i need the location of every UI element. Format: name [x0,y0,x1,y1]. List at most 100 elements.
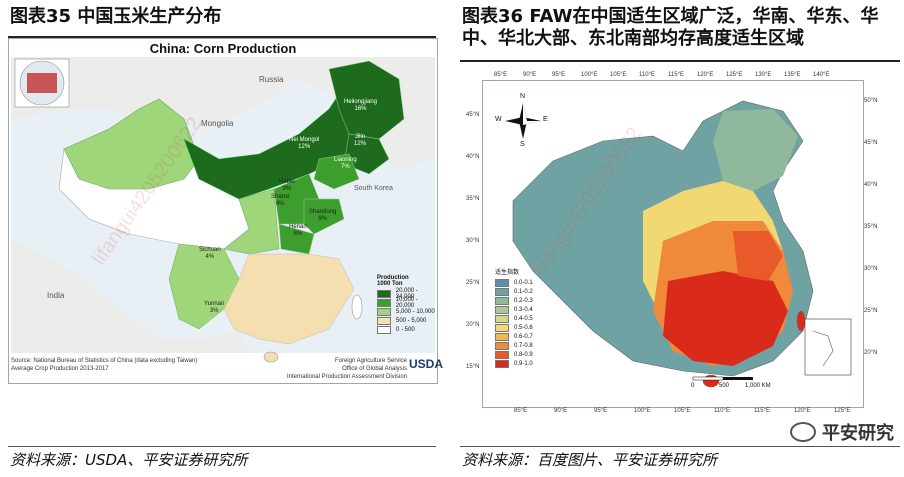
axis-tick-label: 45°N [864,140,878,146]
axis-tick-label: 30°N [864,266,878,272]
neighbor-land-north [11,57,435,169]
axis-tick-label: 130°E [755,72,772,78]
corn-chart-title: China: Corn Production [149,41,297,56]
corn-map-svg [11,57,435,363]
legend-item: 0.9-1.0 [495,359,533,368]
source-36: 资料来源：百度图片、平安证券研究所 [462,451,718,469]
legend-item: 5,000 - 10,000 [377,307,437,316]
legend-item: 0 - 500 [377,325,437,334]
faw-map-frame: N S E W 适生指数 0.0-0.1 0.1-0.2 0.2-0.3 0.3-0.… [482,80,864,408]
axis-tick-label: 125°E [834,408,851,414]
province-label: Shandong 9% [309,209,337,222]
legend-item: 0.4-0.5 [495,314,533,323]
footnote-average: Average Crop Production 2013-2017 [11,366,109,372]
axis-tick-label: 105°E [674,408,691,414]
axis-tick-label: 15°N [466,364,480,370]
scale-label: 0 [691,383,695,389]
compass-icon [505,103,541,139]
legend-item: 0.7-0.8 [495,341,533,350]
region-shandong [303,198,345,235]
region-liaoning [313,153,360,190]
axis-tick-label: 95°E [552,72,566,78]
axis-tick-label: 110°E [639,72,655,78]
neighbor-land-south [11,239,249,353]
legend-item: 0.2-0.3 [495,296,533,305]
axis-tick-label: 35°N [466,196,480,202]
axis-tick-label: 90°E [554,408,568,414]
label-south-korea: South Korea [354,185,393,192]
taiwan [796,310,806,332]
source-rule [8,446,436,447]
compass-w: W [495,116,502,123]
axis-tick-label: 85°E [494,72,508,78]
province-label: Heilongjiang 16% [344,99,378,112]
province-label: Yunnan 3% [204,301,225,314]
faw-legend-title: 适生指数 [495,270,520,276]
south-sea-inset [804,318,852,376]
axis-tick-label: 30°N [466,238,480,244]
axis-tick-label: 110°E [714,408,730,414]
axis-tick-label: 20°N [466,322,480,328]
figure-36-title: 图表36 FAW在中国适生区域广泛，华南、华东、华中、华北大部、东北南部均存高度… [462,6,879,49]
legend-item: 0.6-0.7 [495,332,533,341]
legend-item: 0.3-0.4 [495,305,533,314]
source-rule [460,446,900,447]
compass-n: N [520,93,526,100]
legend-item: 0.8-0.9 [495,350,533,359]
axis-tick-label: 125°E [726,72,743,78]
axis-tick-label: 40°N [864,182,878,188]
axis-tick-label: 35°N [864,224,878,230]
axis-tick-label: 100°E [634,408,651,414]
zone-east [733,231,783,281]
province-label: Nei Mongol 12% [289,137,320,150]
legend-item: 0.5-0.6 [495,323,533,332]
taiwan [351,294,363,320]
agency-line-1: Foreign Agriculture Service [334,358,407,364]
province-label: Sichuan 4% [199,247,221,260]
axis-tick-label: 45°N [466,112,480,118]
inset-china [27,73,57,93]
axis-tick-label: 105°E [610,72,627,78]
axis-tick-label: 50°N [864,98,878,104]
scale-label: 1,000 KM [745,383,771,389]
axis-tick-label: 115°E [754,408,770,414]
faw-map-svg [483,81,863,407]
legend-item: 500 - 5,000 [377,316,437,325]
compass-e: E [543,116,548,123]
axis-tick-label: 90°E [523,72,537,78]
agency-block: Foreign Agriculture Service Office of Gl… [267,357,407,381]
wechat-label: 平安研究 [822,423,894,443]
source-35: 资料来源：USDA、平安证券研究所 [10,451,248,469]
region-southeast [223,253,355,345]
right-figure: 图表36 FAW在中国适生区域广泛，华南、华东、华中、华北大部、东北南部均存高度… [458,0,904,477]
axis-tick-label: 100°E [581,72,598,78]
axis-tick-label: 40°N [466,154,480,160]
province-label: Liaoning 7% [334,157,357,170]
legend-unit: 1000 Ton [377,281,403,287]
label-russia: Russia [259,75,284,84]
faw-legend: 适生指数 0.0-0.1 0.1-0.2 0.2-0.3 0.3-0.4 0.4-0.5… [495,267,533,368]
agency-line-3: International Production Assessment Divi… [286,374,407,380]
axis-tick-label: 140°E [813,72,830,78]
axis-tick-label: 135°E [784,72,801,78]
hainan [263,351,279,363]
left-figure: 图表35 中国玉米生产分布 China: Corn Production [0,0,443,477]
scale-label: 500 [719,383,730,389]
axis-tick-label: 25°N [466,280,480,286]
province-label: Shanxi 4% [271,194,290,207]
axis-tick-label: 120°E [697,72,714,78]
legend-item: 10,000 - 20,000 [377,297,437,309]
zone-northeast [713,109,798,191]
region-sichuan-yunnan [168,243,240,330]
zone-very-high [663,271,788,366]
legend-item: 20,000 - 34,000 [377,288,437,300]
footnote-source: Source: National Bureau of Statistics of… [11,358,198,364]
label-india: India [47,291,65,300]
axis-tick-label: 85°E [514,408,528,414]
axis-tick-label: 95°E [594,408,608,414]
legend-item: 0.1-0.2 [495,287,533,296]
title-rule [8,36,436,38]
wechat-badge: 平安研究 [790,419,894,445]
axis-tick-label: 115°E [668,72,684,78]
legend-title: Production [377,275,409,281]
